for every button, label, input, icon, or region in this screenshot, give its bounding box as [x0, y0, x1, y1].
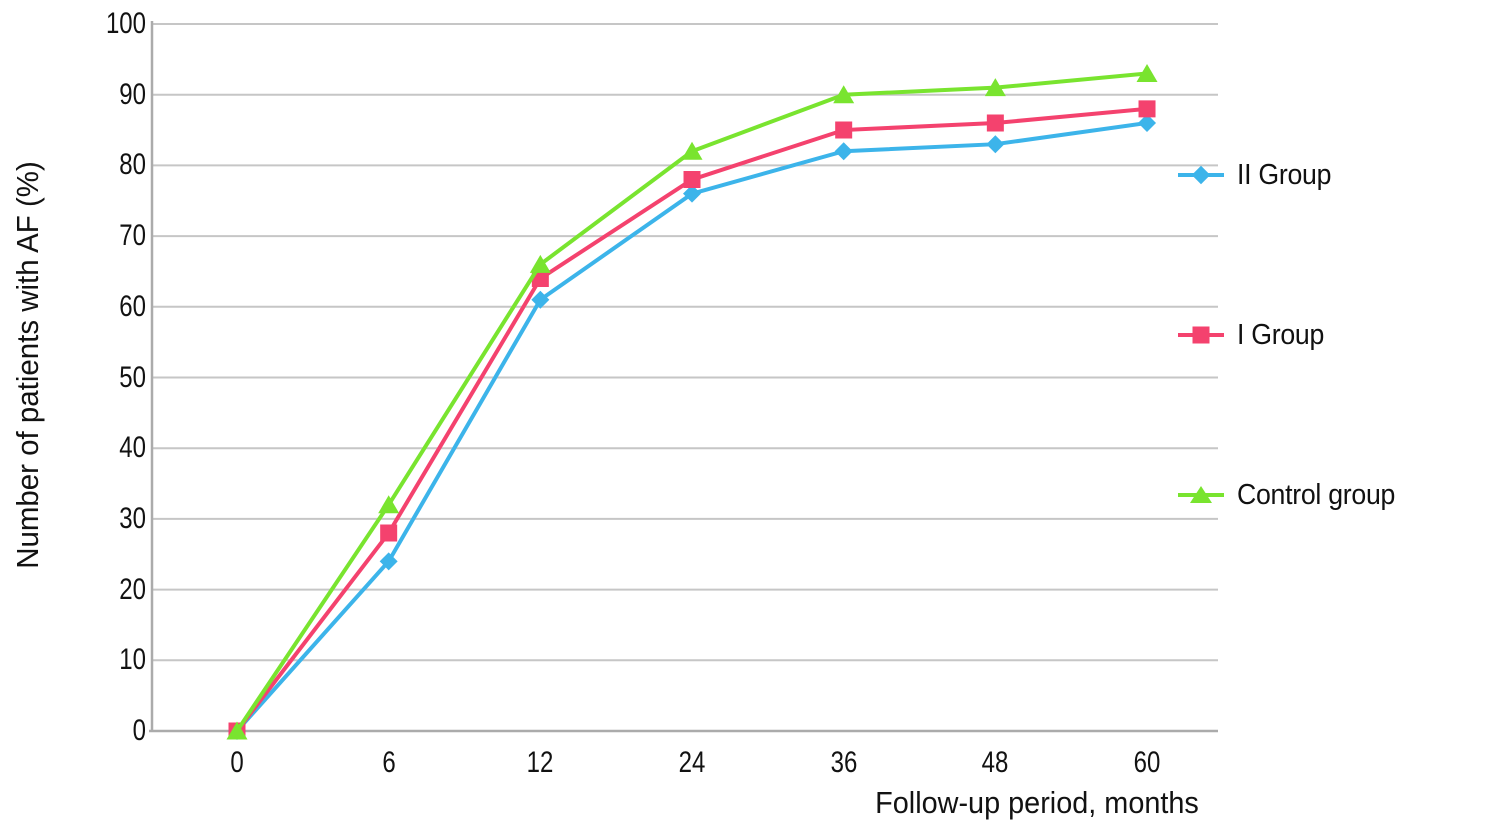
diamond-marker-ii-group	[1138, 113, 1157, 132]
x-tick-label: 24	[678, 746, 706, 779]
legend-label-ii-group: II Group	[1237, 159, 1332, 191]
triangle-marker-control-group	[529, 254, 551, 273]
square-marker-i-group	[683, 171, 701, 189]
diamond-marker-ii-group	[683, 184, 702, 203]
legend-label-control-group: Control group	[1237, 479, 1396, 511]
diamond-marker-ii-group	[531, 290, 550, 309]
square-marker-i-group	[380, 524, 398, 542]
square-marker-i-group	[835, 121, 853, 139]
diamond-marker-ii-group	[379, 552, 398, 571]
diamond-icon	[1191, 165, 1211, 185]
triangle-marker-control-group	[378, 495, 400, 514]
y-tick-label: 20	[119, 572, 146, 606]
square-icon	[1192, 326, 1210, 344]
y-tick-label: 0	[132, 714, 146, 747]
legend-item-ii-group: II Group	[1178, 157, 1339, 193]
triangle-marker-control-group	[1136, 63, 1158, 82]
triangle-marker-control-group	[833, 85, 855, 104]
x-tick-label: 60	[1133, 746, 1161, 779]
y-axis-title: Number of patients with AF (%)	[10, 161, 45, 569]
y-tick-label: 10	[119, 643, 146, 677]
triangle-marker-icon	[1178, 477, 1224, 513]
triangle-marker-control-group	[984, 78, 1006, 97]
y-tick-label: 100	[105, 7, 146, 40]
x-tick-label: 48	[981, 746, 1009, 779]
series-line-ii-group	[235, 120, 1148, 733]
triangle-marker-control-group	[226, 721, 248, 740]
square-marker-i-group	[986, 114, 1004, 132]
y-tick-label: 40	[119, 431, 146, 465]
legend-label-i-group: I Group	[1237, 319, 1325, 351]
x-tick-label: 6	[381, 746, 396, 779]
x-axis-title: Follow-up period, months	[875, 785, 1199, 820]
y-tick-label: 30	[119, 501, 146, 535]
y-tick-label: 90	[119, 77, 146, 111]
x-tick-label: 36	[830, 746, 858, 779]
x-tick-label: 0	[230, 746, 244, 779]
diamond-marker-ii-group	[986, 135, 1005, 154]
diamond-marker-ii-group	[834, 142, 853, 161]
square-marker-icon	[1178, 317, 1224, 353]
y-tick-label: 50	[119, 360, 146, 394]
y-tick-label: 80	[119, 148, 146, 182]
diamond-marker-icon	[1178, 157, 1224, 193]
legend-item-i-group: I Group	[1178, 317, 1332, 353]
square-marker-i-group	[1138, 100, 1156, 118]
x-tick-label: 12	[526, 746, 554, 779]
triangle-marker-control-group	[681, 141, 703, 160]
y-tick-label: 60	[119, 289, 146, 323]
y-tick-label: 70	[119, 219, 146, 253]
legend-item-control-group: Control group	[1178, 477, 1409, 513]
triangle-icon	[1190, 485, 1212, 503]
